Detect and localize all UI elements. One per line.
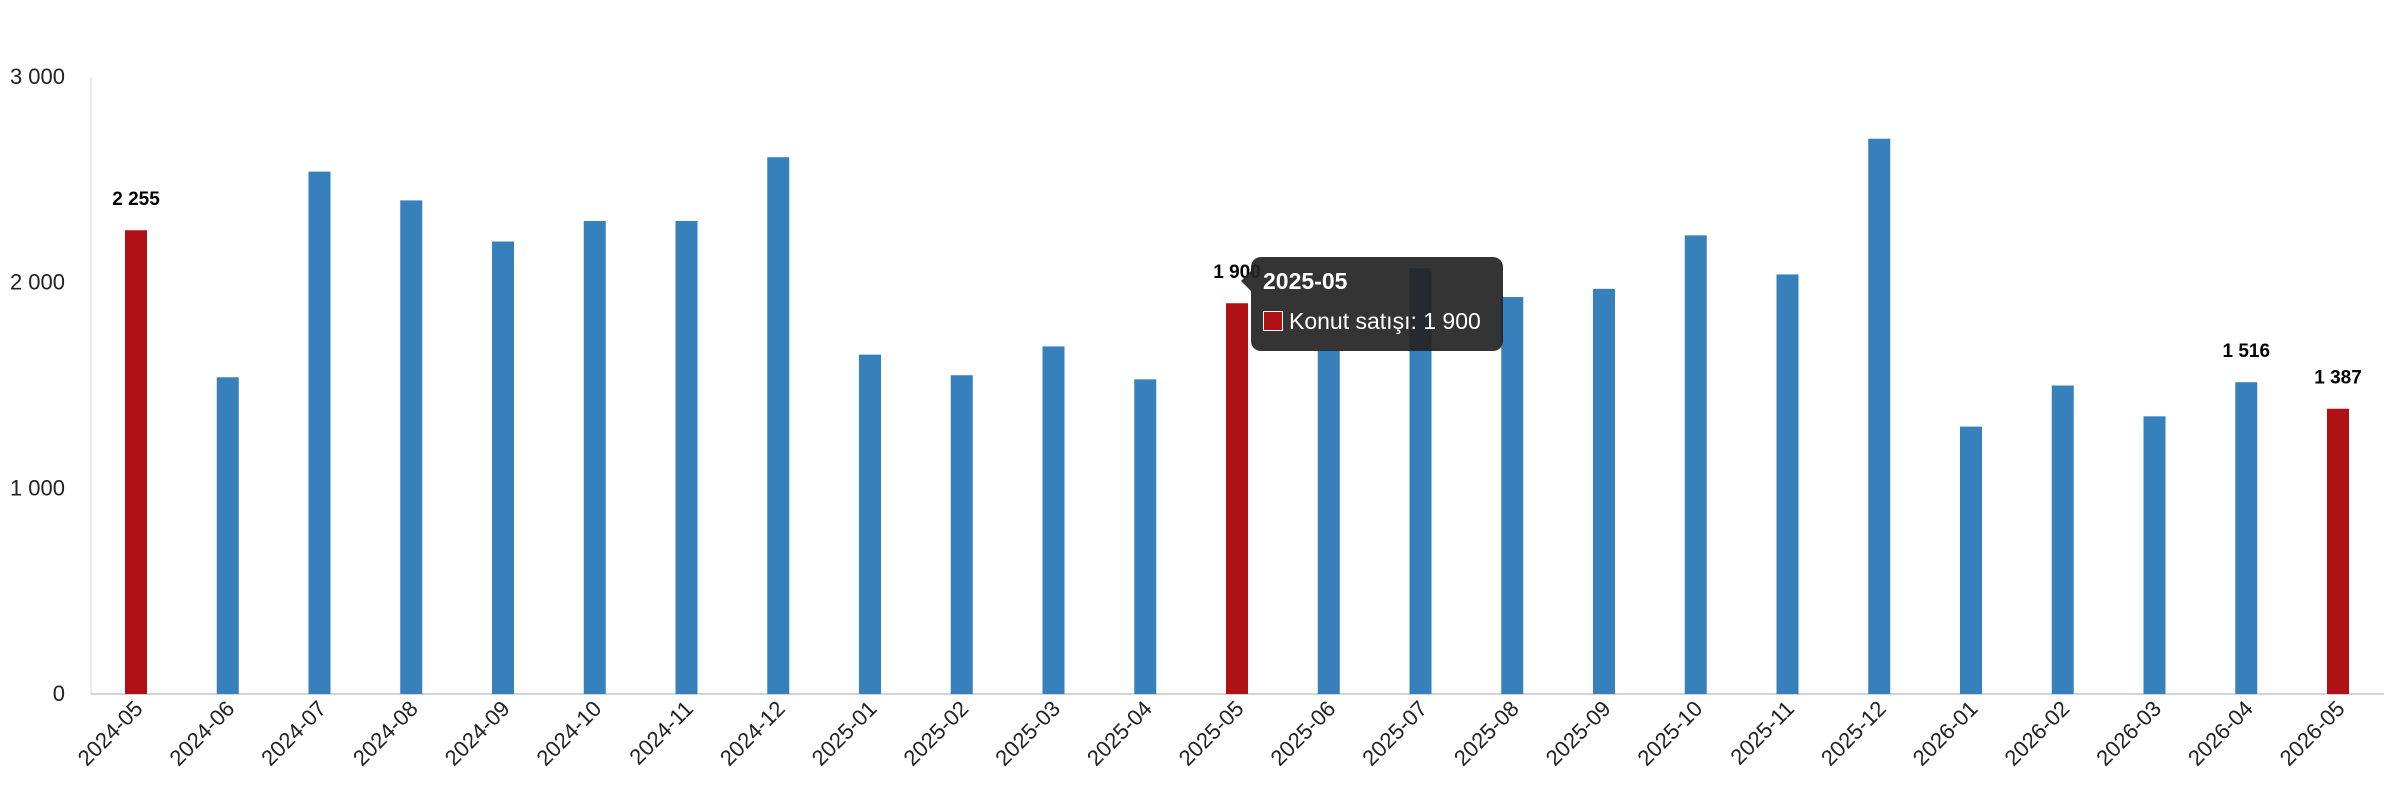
y-tick-label: 1 000 (10, 475, 65, 500)
data-label: 2 255 (112, 189, 160, 210)
bar (400, 200, 423, 694)
bar (2235, 382, 2258, 694)
x-tick-label: 2024-12 (715, 696, 790, 771)
bar (1960, 426, 1982, 694)
x-tick-label: 2026-02 (2000, 696, 2075, 771)
x-tick-label: 2025-02 (899, 696, 974, 771)
tooltip-value: 1 900 (1423, 308, 1481, 334)
tooltip-title: 2025-05 (1263, 268, 1348, 294)
x-tick-label: 2024-10 (532, 696, 607, 771)
x-tick-label: 2026-04 (2183, 696, 2258, 771)
x-tick-label: 2026-05 (2275, 696, 2350, 771)
bar (1868, 138, 1891, 694)
bar (859, 354, 881, 694)
x-tick-label: 2024-08 (348, 696, 423, 771)
bar (1684, 235, 1707, 694)
x-tick-label: 2024-05 (73, 696, 148, 771)
x-tick-label: 2025-03 (990, 696, 1065, 771)
y-tick-label: 2 000 (10, 270, 65, 295)
x-tick-label: 2024-07 (256, 696, 331, 771)
bar (492, 241, 514, 695)
tooltip: 2025-05 Konut satışı: 1 900 (1241, 257, 1503, 351)
bar (1501, 297, 1524, 694)
bar (1226, 303, 1248, 694)
bar (1776, 274, 1799, 694)
bar (2051, 385, 2074, 694)
tooltip-swatch-icon (1263, 311, 1283, 331)
y-tick-label: 3 000 (10, 64, 65, 89)
bar (675, 220, 698, 694)
x-tick-label: 2025-11 (1725, 696, 1799, 770)
y-tick-label: 0 (53, 681, 65, 706)
bar (950, 375, 973, 694)
bar (767, 157, 790, 694)
x-tick-label: 2024-09 (440, 696, 515, 771)
data-label: 1 516 (2222, 341, 2270, 362)
x-tick-label: 2026-03 (2091, 696, 2166, 771)
x-tick-label: 2025-06 (1266, 696, 1341, 771)
bar (308, 171, 331, 694)
bar (125, 230, 147, 694)
bar (2327, 408, 2349, 694)
x-tick-label: 2025-08 (1449, 696, 1524, 771)
x-tick-label: 2025-09 (1541, 696, 1616, 771)
bar (2143, 416, 2166, 694)
x-tick-label: 2024-06 (165, 696, 240, 771)
bar (1409, 268, 1432, 694)
x-tick-label: 2025-01 (807, 696, 882, 771)
x-tick-label: 2025-12 (1816, 696, 1891, 771)
tooltip-series-label: Konut satışı (1289, 308, 1411, 334)
x-tick-label: 2025-07 (1357, 696, 1432, 771)
bar (1134, 379, 1157, 694)
bar (583, 220, 606, 694)
x-tick-label: 2025-04 (1082, 696, 1157, 771)
bar (1042, 346, 1065, 694)
x-tick-label: 2025-10 (1633, 696, 1708, 771)
bar (1593, 288, 1615, 694)
tooltip-value-wrap: Konut satışı: 1 900 (1289, 307, 1481, 335)
bar (1317, 350, 1340, 694)
tooltip-separator: : (1410, 308, 1424, 334)
tooltip-row: Konut satışı: 1 900 (1263, 307, 1491, 335)
x-tick-label: 2025-05 (1174, 696, 1249, 771)
x-tick-label: 2024-11 (624, 696, 698, 770)
x-tick-label: 2026-01 (1908, 696, 1983, 771)
data-label: 1 387 (2314, 368, 2362, 389)
bar (216, 377, 239, 694)
